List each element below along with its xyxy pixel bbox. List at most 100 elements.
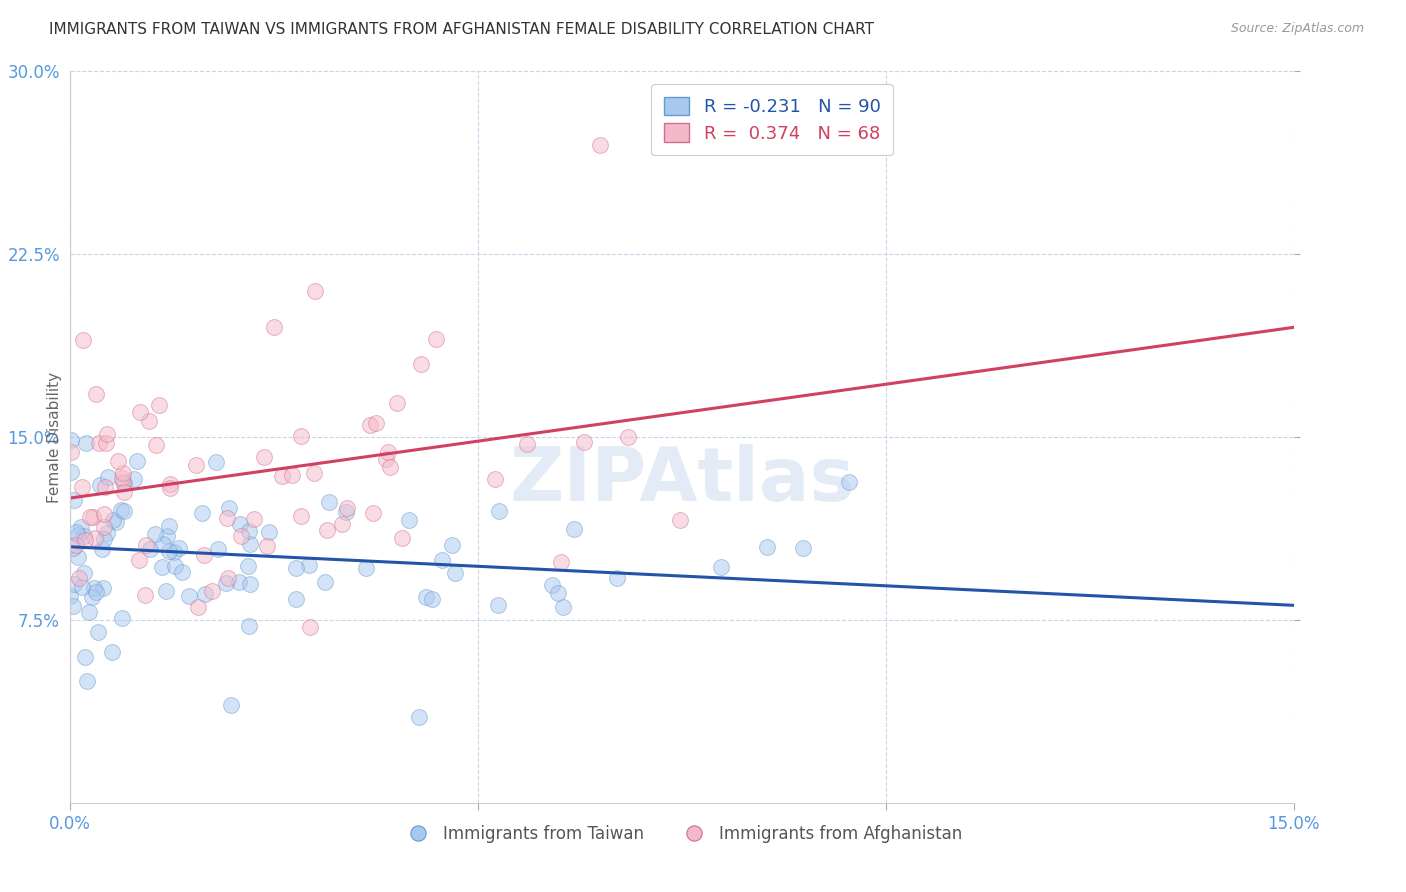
Point — [79, 509, 101, 524]
Point — [385, 396, 408, 410]
Point — [408, 710, 430, 724]
Point — [112, 476, 135, 491]
Point — [335, 505, 357, 519]
Point — [218, 501, 240, 516]
Point — [159, 477, 181, 491]
Point — [150, 559, 173, 574]
Point — [82, 509, 104, 524]
Point — [87, 436, 110, 450]
Point — [184, 458, 207, 472]
Point — [128, 405, 150, 419]
Point — [84, 387, 107, 401]
Point — [256, 539, 278, 553]
Legend: Immigrants from Taiwan, Immigrants from Afghanistan: Immigrants from Taiwan, Immigrants from … — [395, 818, 969, 849]
Point — [551, 600, 574, 615]
Text: IMMIGRANTS FROM TAIWAN VS IMMIGRANTS FROM AFGHANISTAN FEMALE DISABILITY CORRELAT: IMMIGRANTS FROM TAIWAN VS IMMIGRANTS FRO… — [49, 22, 875, 37]
Point — [97, 469, 120, 483]
Point — [172, 565, 194, 579]
Point — [62, 599, 84, 614]
Point — [229, 528, 252, 542]
Point — [93, 582, 115, 596]
Point — [96, 426, 118, 441]
Point — [94, 480, 117, 494]
Point — [238, 619, 260, 633]
Point — [110, 502, 132, 516]
Point — [263, 320, 285, 334]
Point — [111, 471, 134, 485]
Point — [359, 417, 381, 432]
Point — [152, 537, 174, 551]
Point — [165, 558, 187, 573]
Point — [336, 501, 359, 516]
Point — [65, 538, 87, 552]
Point — [229, 517, 252, 532]
Point — [792, 541, 814, 556]
Point — [59, 589, 82, 603]
Point — [145, 527, 167, 541]
Point — [66, 528, 89, 542]
Point — [304, 284, 326, 298]
Point — [63, 493, 86, 508]
Point — [122, 472, 145, 486]
Point — [361, 506, 384, 520]
Point — [93, 507, 115, 521]
Point — [90, 542, 112, 557]
Point — [112, 504, 135, 518]
Point — [134, 588, 156, 602]
Point — [219, 698, 242, 713]
Point — [73, 533, 96, 548]
Point — [67, 571, 90, 585]
Point — [191, 506, 214, 520]
Point — [304, 466, 326, 480]
Point — [253, 450, 276, 464]
Point — [60, 465, 83, 479]
Point — [380, 460, 402, 475]
Point — [354, 561, 377, 575]
Point — [63, 577, 86, 591]
Point — [398, 513, 420, 527]
Point — [93, 533, 115, 547]
Point — [290, 429, 312, 443]
Point — [62, 541, 84, 555]
Point — [243, 512, 266, 526]
Point — [155, 584, 177, 599]
Point — [572, 434, 595, 449]
Point — [107, 454, 129, 468]
Point — [94, 436, 117, 450]
Point — [425, 333, 447, 347]
Point — [285, 561, 308, 575]
Point — [589, 137, 612, 152]
Point — [73, 528, 96, 542]
Y-axis label: Female Disability: Female Disability — [46, 371, 62, 503]
Point — [111, 611, 134, 625]
Point — [101, 645, 124, 659]
Point — [374, 452, 396, 467]
Point — [562, 522, 585, 536]
Point — [239, 576, 262, 591]
Point — [284, 591, 307, 606]
Point — [488, 504, 510, 518]
Point — [104, 516, 127, 530]
Point — [377, 445, 399, 459]
Point — [69, 520, 91, 534]
Point — [145, 438, 167, 452]
Point — [156, 528, 179, 542]
Point — [217, 571, 239, 585]
Point — [415, 590, 437, 604]
Point — [236, 558, 259, 573]
Point — [207, 542, 229, 557]
Point — [330, 517, 353, 532]
Text: Source: ZipAtlas.com: Source: ZipAtlas.com — [1230, 22, 1364, 36]
Point — [617, 430, 640, 444]
Point — [96, 525, 118, 540]
Point — [443, 566, 465, 580]
Point — [139, 542, 162, 557]
Point — [710, 560, 733, 574]
Point — [72, 480, 94, 494]
Point — [298, 620, 321, 634]
Point — [318, 494, 340, 508]
Point — [486, 598, 509, 612]
Point — [135, 538, 157, 552]
Point — [111, 475, 134, 489]
Point — [112, 485, 135, 500]
